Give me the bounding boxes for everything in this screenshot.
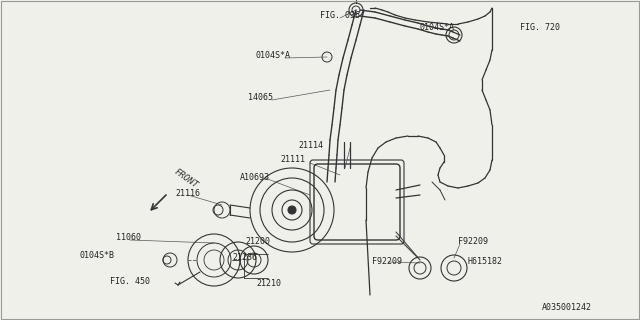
Text: F92209: F92209 bbox=[372, 257, 402, 266]
Text: 21116: 21116 bbox=[175, 189, 200, 198]
Text: 0104S*B: 0104S*B bbox=[80, 252, 115, 260]
Text: 21200: 21200 bbox=[245, 237, 270, 246]
Text: A10693: A10693 bbox=[240, 173, 270, 182]
Text: 21114: 21114 bbox=[298, 140, 323, 149]
Text: 21111: 21111 bbox=[280, 156, 305, 164]
Text: 0104S*A: 0104S*A bbox=[420, 23, 455, 33]
Circle shape bbox=[288, 206, 296, 214]
Text: 21236: 21236 bbox=[232, 253, 257, 262]
Text: 14065: 14065 bbox=[248, 93, 273, 102]
Text: A035001242: A035001242 bbox=[542, 303, 592, 313]
Text: 21210: 21210 bbox=[256, 278, 281, 287]
Text: FRONT: FRONT bbox=[172, 167, 199, 190]
Text: 11060: 11060 bbox=[116, 234, 141, 243]
Text: FIG. 450: FIG. 450 bbox=[110, 277, 150, 286]
Text: 0104S*A: 0104S*A bbox=[255, 51, 290, 60]
Text: FIG. 720: FIG. 720 bbox=[520, 23, 560, 33]
Text: H615182: H615182 bbox=[467, 257, 502, 266]
Text: FIG. 036: FIG. 036 bbox=[320, 11, 360, 20]
Text: F92209: F92209 bbox=[458, 237, 488, 246]
